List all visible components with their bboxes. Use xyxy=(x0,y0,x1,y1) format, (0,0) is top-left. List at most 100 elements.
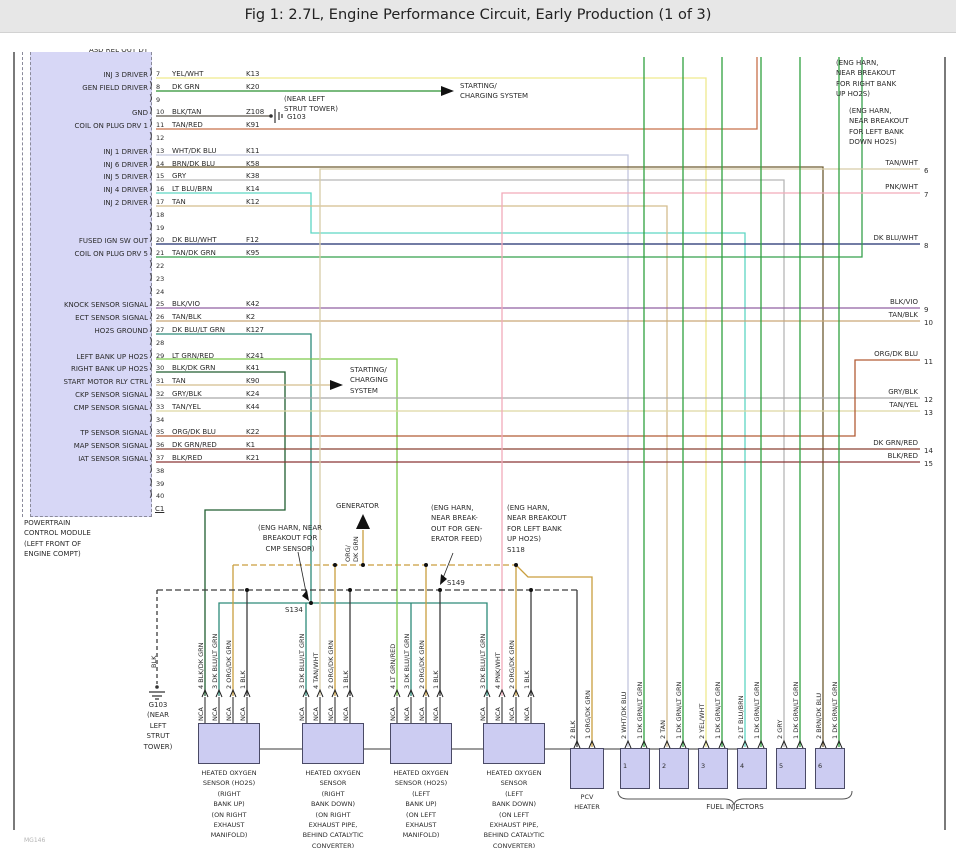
connector-break-icon xyxy=(588,739,596,749)
cmp-pointer-head-icon xyxy=(302,590,309,601)
pcm-pin-number: 39 xyxy=(156,479,165,488)
pcm-pin-bracket: ) xyxy=(149,336,153,347)
pointer-line xyxy=(442,552,454,579)
injector-number: 2 xyxy=(662,762,667,770)
splice-dot xyxy=(529,588,533,592)
connector-break-icon xyxy=(436,688,444,698)
pcm-pin-number: 16 xyxy=(156,185,165,194)
fuel-injector-box xyxy=(737,748,767,789)
exit-pin-number: 15 xyxy=(924,460,933,468)
fuel-injector-box xyxy=(776,748,806,789)
pcm-pin-function-label: INJ 2 DRIVER xyxy=(103,199,148,207)
pcm-pin-number: 12 xyxy=(156,134,165,142)
sensor-wire-label: 4 LT GRN/RED xyxy=(389,643,397,689)
injector-number: 5 xyxy=(779,762,784,770)
sensor-nca-label: NCA xyxy=(211,707,219,721)
sensor-wire-label: 3 DK BLU/LT GRN xyxy=(298,633,306,689)
sensor-nca-label: NCA xyxy=(479,707,487,721)
wire-inj6-brn-dk-blu xyxy=(156,166,824,747)
pcm-pin-wire-color: TAN xyxy=(172,198,186,206)
starting-charging-arrow-1-icon xyxy=(441,86,454,96)
pcm-pin-number: 8 xyxy=(156,82,161,91)
pcm-pin-bracket: ) xyxy=(149,170,153,181)
sensor-nca-label: NCA xyxy=(389,707,397,721)
sensor-wire-label: 2 ORG/DK GRN xyxy=(508,640,516,689)
pcm-pin-wire-color: TAN/YEL xyxy=(172,402,201,411)
pcm-pin-bracket: ) xyxy=(149,426,153,437)
sensor-title: HEATED OXYGEN SENSOR (HO2S) (LEFT BANK UP)(… xyxy=(393,769,449,840)
sensor-wire-label: 4 PNK/WHT xyxy=(494,652,502,689)
pcm-pin-wire-color: GRY/BLK xyxy=(172,390,202,398)
sensor-nca-label: NCA xyxy=(403,707,411,721)
connector-break-icon xyxy=(483,688,491,698)
sensor-nca-label: NCA xyxy=(418,707,426,721)
sensor-nca-label: NCA xyxy=(298,707,306,721)
connector-break-icon xyxy=(215,688,223,698)
wire-inj4-lt-blu-brn xyxy=(156,192,746,747)
connector-break-icon xyxy=(718,739,726,749)
wire-tan-wht-exit6 xyxy=(319,168,920,696)
exit-wire-color-label: BLK/RED xyxy=(887,452,918,460)
pcm-pin-number: 35 xyxy=(156,428,165,437)
connector-break-icon xyxy=(393,688,401,698)
exit-pin-number: 8 xyxy=(924,242,929,250)
exit-wire-color-label: DK BLU/WHT xyxy=(873,234,918,242)
pcm-pin-bracket: ) xyxy=(149,285,153,296)
pcm-pin-bracket: ) xyxy=(149,119,153,130)
pcm-pin-number: 30 xyxy=(156,364,165,373)
pcm-pin-circuit-code: K2 xyxy=(246,313,256,322)
pcv-wire-label: 1 ORG/DK GRN xyxy=(584,690,592,739)
pcm-pin-number: 23 xyxy=(156,274,165,283)
wire-right-bank-up-blk-dk-grn xyxy=(156,371,286,696)
pcm-pin-bracket: ) xyxy=(149,362,153,373)
fuel-injector-box xyxy=(698,748,728,789)
pcm-pin-circuit-code: K90 xyxy=(246,377,260,386)
injector-wire-label: 2 BRN/DK BLU xyxy=(815,692,823,739)
splice-dot xyxy=(348,588,352,592)
pcm-pin-wire-color: TAN xyxy=(172,377,186,386)
sensor-wire-label: 2 ORG/DK GRN xyxy=(225,640,233,689)
pointer-line xyxy=(297,551,308,598)
annotation-s134: S134 xyxy=(285,606,303,614)
pcm-pin-function-label: START MOTOR RLY CTRL xyxy=(63,378,148,387)
connector-break-icon xyxy=(346,688,354,698)
pcm-pin-bracket: ) xyxy=(149,311,153,322)
sensor-wire-label: 3 DK BLU/LT GRN xyxy=(479,633,487,689)
pcm-pin-number: 13 xyxy=(156,146,165,155)
connector-break-icon xyxy=(624,739,632,749)
pcm-pin-function-label: INJ 6 DRIVER xyxy=(103,160,148,169)
g103-top-ground-icon xyxy=(269,114,273,118)
heated-oxygen-sensor-box xyxy=(302,723,364,764)
pcm-pin-function-label: COIL ON PLUG DRV 5 xyxy=(74,250,148,259)
g103-bottom-ground-icon xyxy=(149,691,165,700)
exit-pin-number: 14 xyxy=(924,447,933,455)
splice-dot xyxy=(245,588,249,592)
pcm-pin-circuit-code: K241 xyxy=(246,351,264,360)
pcm-pin-function-label: CKP SENSOR SIGNAL xyxy=(75,391,148,399)
sensor-nca-label: NCA xyxy=(225,707,233,721)
pcm-pin-number: 19 xyxy=(156,223,165,232)
pcm-pin-bracket: ) xyxy=(149,439,153,450)
injector-wire-label: 2 WHT/DK BLU xyxy=(620,691,628,739)
connector-break-icon xyxy=(316,688,324,698)
pcm-pin-wire-color: GRY xyxy=(172,172,187,181)
connector-break-icon xyxy=(819,739,827,749)
pcm-pin-function-label: INJ 3 DRIVER xyxy=(103,71,148,79)
connector-break-icon xyxy=(527,688,535,698)
pcm-pin-function-label: INJ 1 DRIVER xyxy=(103,147,148,156)
pcm-pin-bracket: ) xyxy=(149,157,153,168)
annotation-generator-feed-breakout: (ENG HARN, NEAR BREAK- OUT FOR GEN- ERATOR … xyxy=(431,504,483,544)
annotation-generator: GENERATOR xyxy=(336,502,379,510)
connector-break-icon xyxy=(422,688,430,698)
injector-number: 3 xyxy=(701,762,706,770)
connector-break-icon xyxy=(407,688,415,698)
exit-wire-color-label: ORG/DK BLU xyxy=(874,350,918,358)
pcm-pin-circuit-code: K21 xyxy=(246,454,260,462)
exit-wire-color-label: BLK/VIO xyxy=(889,298,918,306)
pcm-pin-function-label: RIGHT BANK UP HO2S xyxy=(71,365,148,374)
pcm-pin-number: 11 xyxy=(156,121,165,130)
pcm-pin-wire-color: BRN/DK BLU xyxy=(172,159,215,168)
connector-break-icon xyxy=(702,739,710,749)
pcm-pin-bracket: ) xyxy=(149,221,153,232)
exit-wire-color-label: TAN/BLK xyxy=(888,311,918,319)
